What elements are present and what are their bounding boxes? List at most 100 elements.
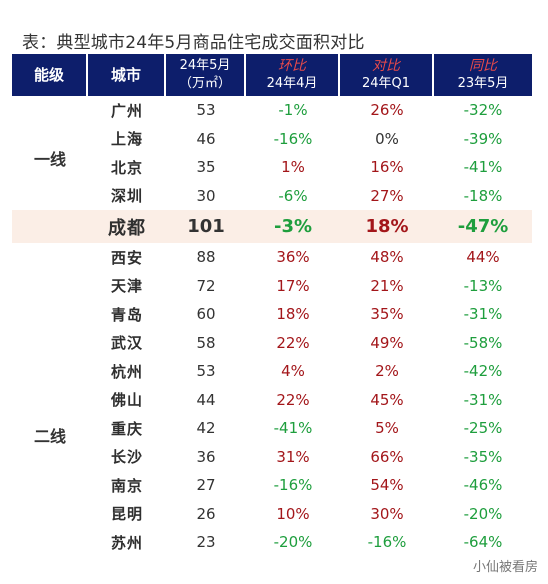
header-q1-line2: 24年Q1 [361, 76, 411, 91]
header-level: 能级 [12, 54, 88, 96]
table-row: 苏州 23 -20% -16% -64% [12, 528, 532, 557]
table-row: 重庆 42 -41% 5% -25% [12, 414, 532, 443]
yoy-cell: -31% [463, 390, 503, 409]
mom-cell: 22% [276, 390, 310, 409]
mom-cell: 17% [276, 276, 310, 295]
yoy-cell: -41% [463, 158, 503, 177]
q1-cell: 26% [370, 101, 404, 120]
q1-cell: 30% [370, 504, 404, 523]
mom-cell: -16% [273, 476, 313, 495]
yoy-cell: -20% [463, 504, 503, 523]
table-row: 深圳 30 -6% 27% -18% [12, 182, 532, 211]
yoy-cell: 44% [466, 248, 500, 267]
q1-cell: 27% [370, 186, 404, 205]
area-cell: 30 [196, 186, 216, 205]
header-city: 城市 [88, 54, 166, 96]
q1-cell: 16% [370, 158, 404, 177]
table-row: 南京 27 -16% 54% -46% [12, 471, 532, 500]
city-cell: 北京 [110, 158, 143, 177]
watermark: 小仙被看房 [472, 560, 538, 575]
q1-cell: 45% [370, 390, 404, 409]
mom-cell: 4% [281, 362, 305, 381]
q1-cell: -16% [367, 533, 407, 552]
area-cell: 42 [196, 419, 216, 438]
table-header: 能级 城市 24年5月 （万㎡） 环比 24年4月 对比 24年Q1 同比 23… [12, 54, 532, 96]
mom-cell: -6% [278, 186, 308, 205]
table-body: 一线 二线 广州 53 -1% 26% -32% 上海 46 -16% 0% -39% 北京 35 1%… [12, 96, 532, 557]
area-cell: 53 [196, 362, 216, 381]
level-tier2: 二线 [33, 427, 66, 446]
city-cell: 重庆 [110, 419, 143, 438]
header-area-line2: （万㎡） [178, 76, 231, 91]
table-title: 表：典型城市24年5月商品住宅成交面积对比 [22, 33, 365, 53]
city-cell: 天津 [110, 277, 143, 296]
yoy-cell: -64% [463, 533, 503, 552]
header-q1-line1: 对比 [372, 58, 400, 74]
yoy-cell: -32% [463, 101, 503, 120]
table-row: 长沙 36 31% 66% -35% [12, 443, 532, 472]
city-cell: 南京 [110, 476, 143, 495]
city-cell: 苏州 [110, 533, 143, 552]
area-cell: 53 [196, 101, 216, 120]
city-cell: 佛山 [110, 391, 143, 410]
yoy-cell: -39% [463, 129, 503, 148]
yoy-cell: -18% [463, 186, 503, 205]
city-cell: 昆明 [110, 505, 143, 524]
yoy-cell: -13% [463, 276, 503, 295]
q1-cell: 18% [365, 216, 409, 237]
mom-cell: 22% [276, 333, 310, 352]
area-cell: 26 [196, 504, 216, 523]
header-q1: 对比 24年Q1 [340, 54, 434, 96]
area-cell: 46 [196, 129, 216, 148]
area-cell: 88 [196, 248, 216, 267]
mom-cell: 10% [276, 504, 310, 523]
city-cell: 西安 [110, 248, 143, 267]
city-cell: 长沙 [110, 448, 143, 467]
city-cell: 深圳 [110, 187, 143, 206]
table-row: 西安 88 36% 48% 44% [12, 243, 532, 272]
table-row: 上海 46 -16% 0% -39% [12, 125, 532, 154]
header-mom-line2: 24年4月 [266, 76, 318, 91]
table-row: 青岛 60 18% 35% -31% [12, 300, 532, 329]
table-row: 广州 53 -1% 26% -32% [12, 96, 532, 125]
city-cell: 广州 [110, 101, 143, 120]
mom-cell: 36% [276, 248, 310, 267]
table-row: 杭州 53 4% 2% -42% [12, 357, 532, 386]
q1-cell: 2% [375, 362, 399, 381]
yoy-cell: -35% [463, 447, 503, 466]
yoy-cell: -46% [463, 476, 503, 495]
area-cell: 36 [196, 447, 216, 466]
area-cell: 27 [196, 476, 216, 495]
table-row: 北京 35 1% 16% -41% [12, 153, 532, 182]
area-cell: 44 [196, 390, 216, 409]
header-area-line1: 24年5月 [179, 58, 231, 73]
area-cell: 35 [196, 158, 216, 177]
header-city-label: 城市 [110, 66, 141, 84]
mom-cell: 18% [276, 305, 310, 324]
city-cell: 杭州 [110, 362, 143, 381]
area-cell: 23 [196, 533, 216, 552]
city-cell: 青岛 [110, 305, 143, 324]
header-yoy-line1: 同比 [469, 58, 497, 74]
q1-cell: 5% [375, 419, 399, 438]
q1-cell: 54% [370, 476, 404, 495]
header-mom: 环比 24年4月 [246, 54, 340, 96]
yoy-cell: -58% [463, 333, 503, 352]
yoy-cell: -31% [463, 305, 503, 324]
city-cell: 上海 [110, 130, 143, 149]
mom-cell: 31% [276, 447, 310, 466]
city-cell: 武汉 [110, 334, 143, 353]
mom-cell: 1% [281, 158, 305, 177]
q1-cell: 21% [370, 276, 404, 295]
city-cell: 成都 [108, 217, 146, 239]
table-row: 天津 72 17% 21% -13% [12, 272, 532, 301]
mom-cell: -41% [273, 419, 313, 438]
header-level-label: 能级 [33, 66, 64, 84]
header-area: 24年5月 （万㎡） [166, 54, 246, 96]
mom-cell: -20% [273, 533, 313, 552]
q1-cell: 35% [370, 305, 404, 324]
q1-cell: 0% [375, 129, 399, 148]
level-tier1: 一线 [33, 150, 66, 169]
q1-cell: 48% [370, 248, 404, 267]
area-cell: 58 [196, 333, 216, 352]
